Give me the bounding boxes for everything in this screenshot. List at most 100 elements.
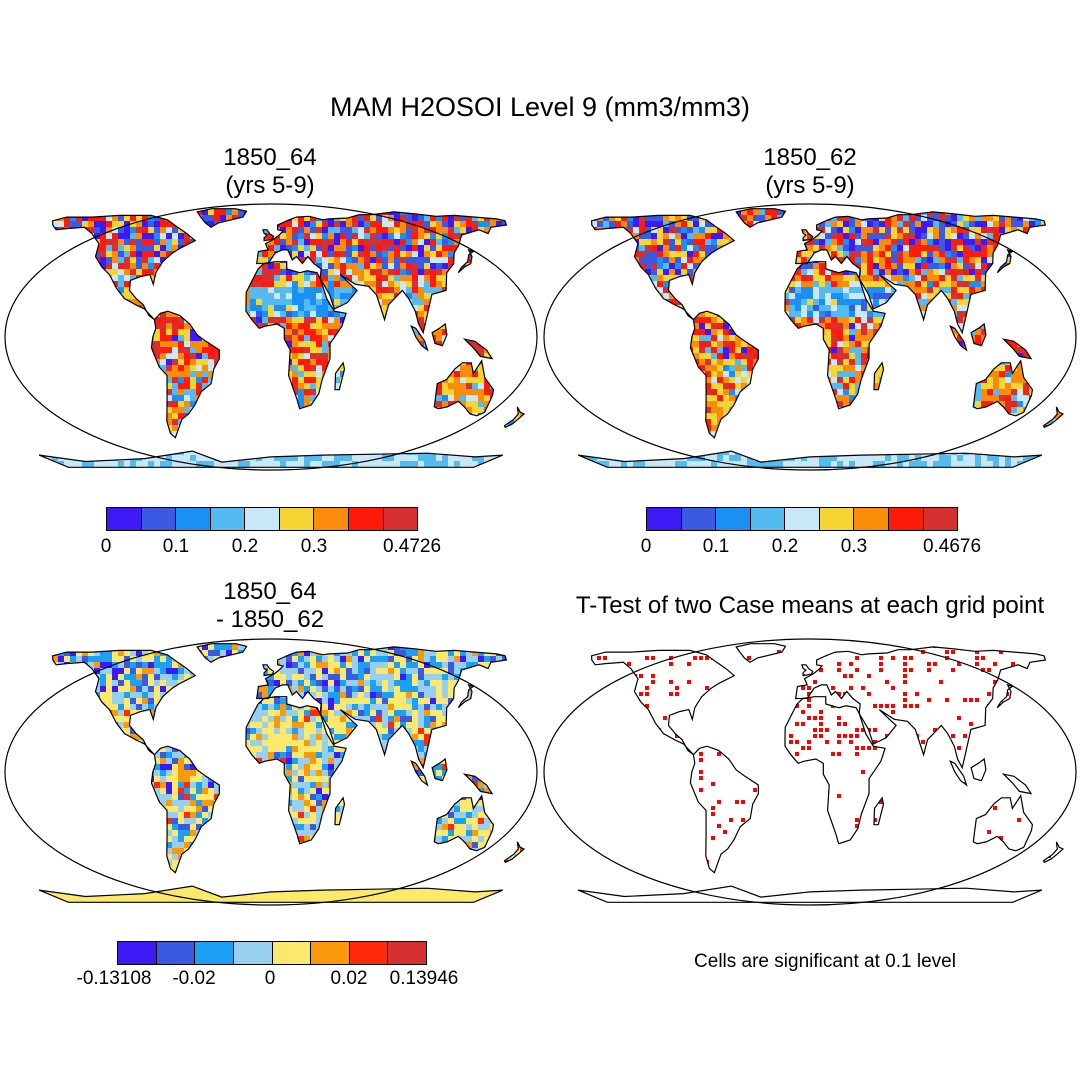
grid-cell	[406, 287, 413, 294]
grid-cell	[4, 371, 11, 378]
grid-cell	[578, 209, 580, 216]
grid-cell	[22, 413, 29, 420]
grid-cell	[22, 431, 29, 438]
grid-cell	[508, 413, 515, 420]
grid-cell	[442, 209, 449, 216]
grid-cell	[597, 209, 604, 216]
grid-cell	[148, 209, 155, 216]
grid-cell	[196, 353, 203, 360]
grid-cell	[292, 353, 299, 360]
grid-cell	[669, 263, 676, 270]
grid-cell	[10, 467, 17, 474]
grid-cell	[693, 239, 700, 246]
grid-cell	[454, 208, 461, 210]
grid-cell	[64, 431, 71, 438]
grid-cell	[903, 257, 910, 264]
grid-cell	[939, 221, 946, 228]
grid-cell	[526, 437, 533, 444]
grid-cell	[639, 215, 646, 222]
grid-cell	[292, 275, 299, 282]
grid-cell	[154, 245, 161, 252]
grid-cell	[16, 407, 23, 414]
grid-cell	[1023, 208, 1030, 210]
grid-cell	[520, 431, 524, 438]
grid-cell	[502, 431, 509, 438]
grid-cell	[1023, 227, 1030, 234]
grid-cell	[526, 263, 533, 270]
coastline-borneo	[431, 322, 448, 347]
grid-cell	[567, 245, 574, 252]
grid-cell	[346, 233, 353, 240]
grid-cell	[358, 239, 365, 246]
grid-cell	[280, 245, 287, 252]
grid-cell	[292, 251, 299, 258]
grid-cell	[39, 208, 41, 210]
grid-cell	[657, 245, 664, 252]
grid-cell	[891, 257, 898, 264]
grid-cell	[40, 209, 47, 216]
grid-cell	[424, 263, 431, 270]
grid-cell	[502, 443, 509, 450]
grid-cell	[921, 263, 928, 270]
grid-cell	[22, 257, 29, 264]
grid-cell	[4, 443, 11, 450]
grid-cell	[160, 208, 167, 210]
grid-cell	[645, 251, 652, 258]
grid-cell	[322, 329, 329, 336]
grid-cell	[10, 437, 17, 444]
grid-cell	[100, 215, 107, 222]
grid-cell	[364, 257, 371, 264]
grid-cell	[256, 317, 263, 324]
grid-cell	[178, 317, 185, 324]
grid-cell	[879, 233, 886, 240]
grid-cell	[94, 251, 101, 258]
grid-cell	[699, 257, 706, 264]
grid-cell	[885, 251, 892, 258]
grid-cell	[1053, 257, 1060, 264]
grid-cell	[909, 233, 916, 240]
grid-cell	[921, 251, 928, 258]
grid-cell	[100, 461, 107, 468]
grid-cell	[334, 275, 341, 282]
grid-cell	[945, 209, 952, 216]
grid-cell	[448, 461, 455, 468]
grid-cell	[532, 389, 539, 396]
grid-cell	[424, 239, 431, 246]
grid-cell	[178, 371, 185, 378]
grid-cell	[304, 287, 311, 294]
grid-cell	[172, 431, 179, 438]
grid-cell	[10, 455, 17, 462]
grid-cell	[442, 215, 449, 222]
grid-cell	[400, 263, 407, 270]
grid-cell	[88, 208, 95, 210]
grid-cell	[292, 269, 299, 276]
grid-cell	[478, 239, 485, 246]
grid-cell	[508, 461, 515, 468]
grid-cell	[310, 455, 317, 462]
grid-cell	[651, 251, 658, 258]
grid-cell	[478, 431, 485, 438]
grid-cell	[328, 335, 335, 342]
grid-cell	[526, 221, 533, 228]
grid-cell	[430, 281, 437, 288]
grid-cell	[118, 467, 125, 468]
grid-cell	[514, 221, 521, 228]
grid-cell	[484, 233, 491, 240]
grid-cell	[10, 215, 17, 222]
grid-cell	[316, 365, 323, 372]
grid-cell	[520, 208, 524, 210]
grid-cell	[124, 275, 131, 282]
grid-cell	[1029, 245, 1036, 252]
grid-cell	[28, 263, 35, 270]
grid-cell	[46, 227, 53, 234]
grid-cell	[514, 461, 521, 468]
grid-cell	[39, 227, 41, 234]
grid-cell	[4, 389, 11, 396]
grid-cell	[388, 257, 395, 264]
grid-cell	[94, 208, 101, 210]
grid-cell	[316, 293, 323, 300]
grid-cell	[232, 215, 239, 222]
grid-cell	[633, 227, 640, 234]
grid-cell	[543, 203, 550, 210]
grid-cell	[418, 221, 425, 228]
